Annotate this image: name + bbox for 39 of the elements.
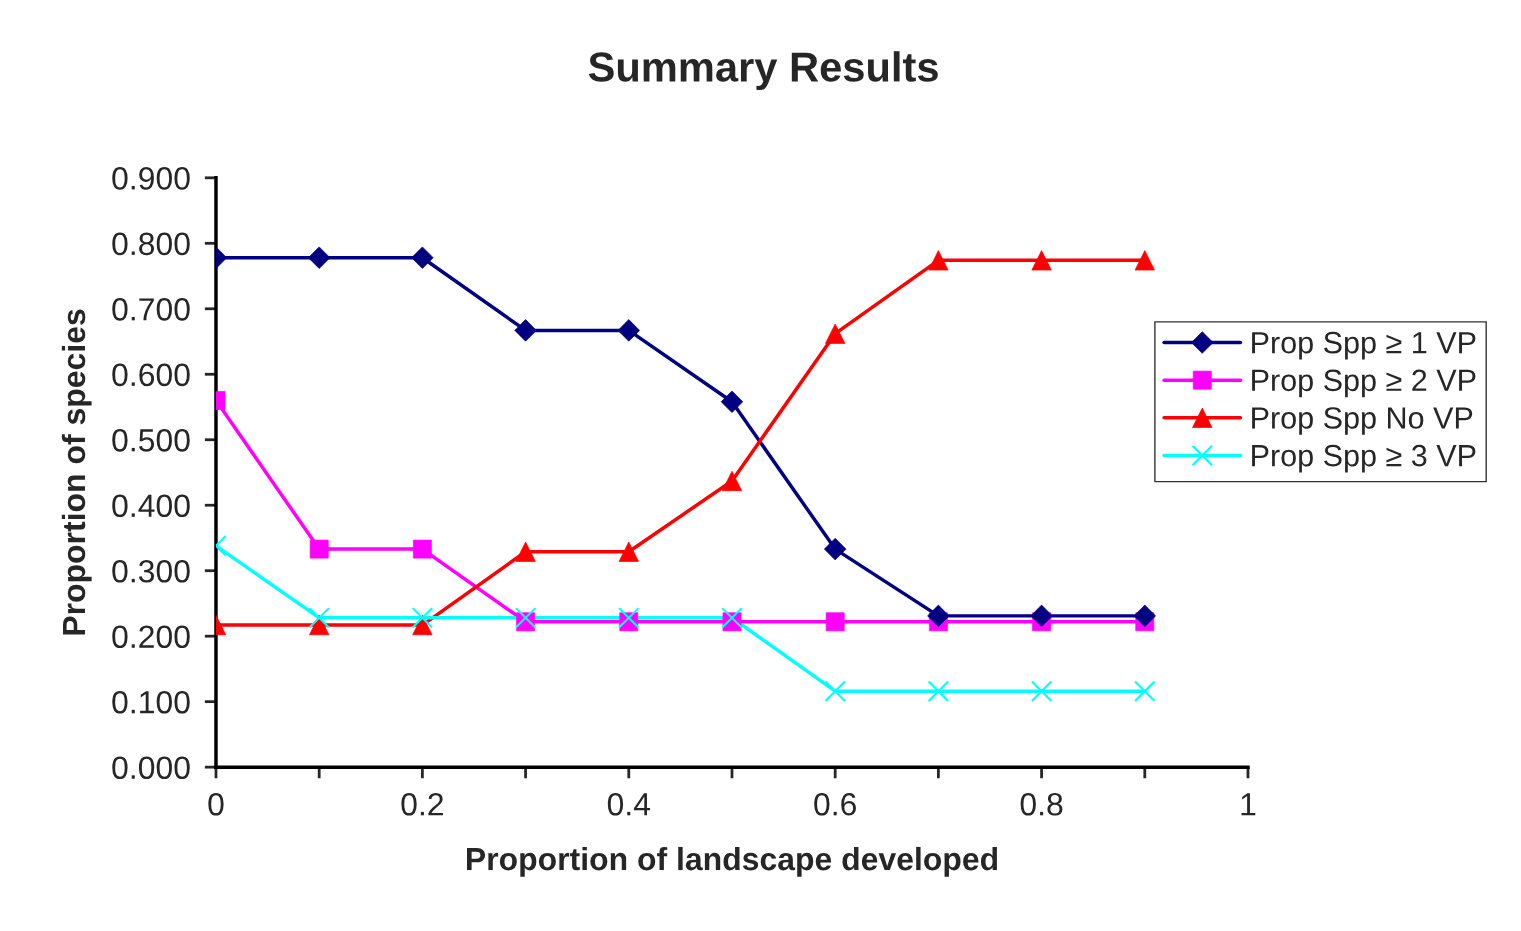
y-tick-label: 0.700 (112, 298, 190, 321)
x-tick-label: 0.6 (814, 792, 856, 816)
x-tick-label: 1 (1241, 793, 1256, 816)
y-tick-label: 0.600 (112, 363, 190, 387)
point (308, 246, 331, 269)
y-axis-title: Proportion of species (61, 309, 92, 635)
x-tick-label: 0 (208, 792, 224, 816)
y-tick-label: 0.800 (112, 232, 190, 256)
x-tick-label: 0.2 (401, 792, 443, 816)
point (618, 607, 640, 629)
legend-label: Prop Spp ≥ 3 VP (1252, 444, 1476, 473)
point (617, 319, 640, 342)
point (927, 680, 950, 702)
point (514, 607, 537, 629)
y-tick-label: 0.900 (112, 167, 190, 190)
chart-title: Summary Results (588, 51, 938, 91)
point (1134, 680, 1156, 702)
x-tick-label: 0.4 (607, 792, 651, 816)
y-tick-label: 0.200 (112, 625, 190, 649)
point (308, 607, 330, 629)
point (1030, 604, 1053, 628)
y-tick-label: 0.500 (112, 429, 190, 452)
y-tick-label: 0.400 (112, 494, 190, 518)
point (411, 607, 434, 629)
y-tick-label: 0.000 (112, 756, 190, 780)
point (1030, 680, 1053, 702)
y-tick-label: 0.100 (112, 690, 190, 714)
point (824, 680, 846, 702)
point (1134, 250, 1155, 271)
legend-label: Prop Spp ≥ 1 VP (1252, 331, 1476, 360)
legend-label: Prop Spp ≥ 2 VP (1252, 369, 1476, 398)
x-axis-title: Proportion of landscape developed (467, 846, 998, 877)
point (721, 607, 743, 629)
legend-label: Prop Spp No VP (1252, 407, 1473, 435)
point (413, 539, 432, 559)
point (928, 250, 949, 271)
x-tick-label: 0.8 (1020, 792, 1063, 816)
point (824, 537, 847, 561)
y-tick-label: 0.300 (112, 559, 190, 583)
